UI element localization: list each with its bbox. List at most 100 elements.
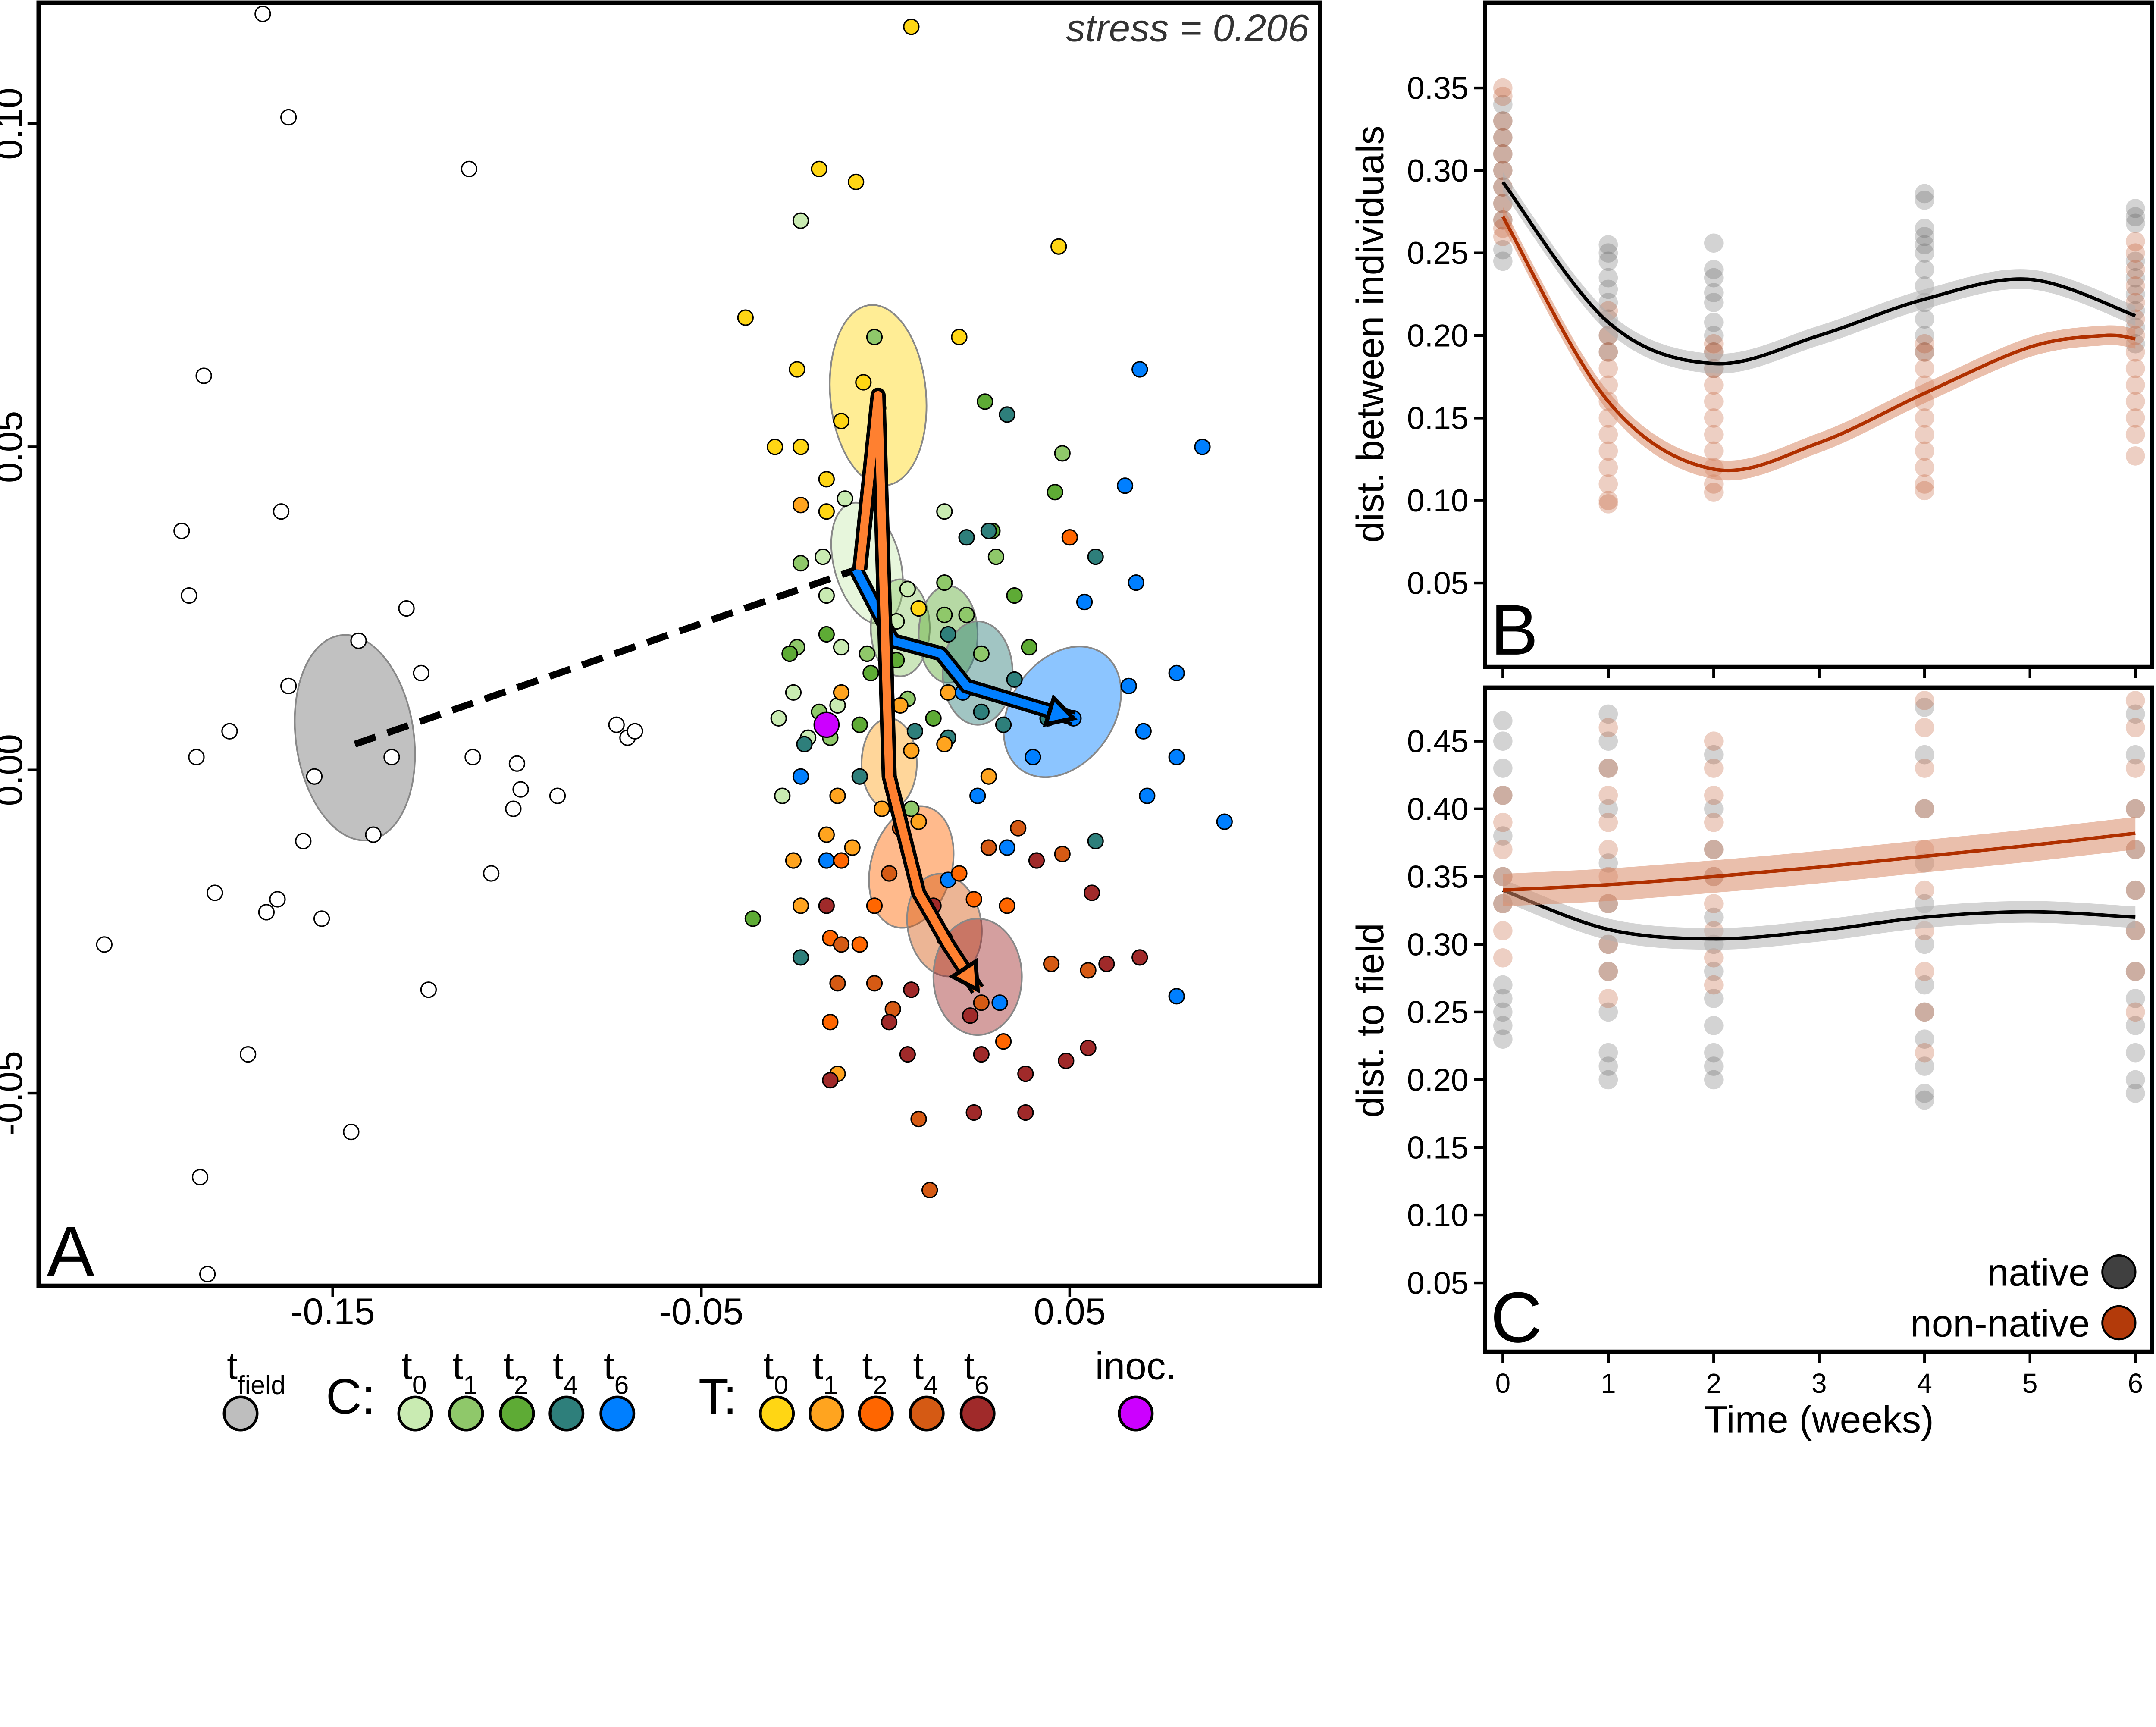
point-native	[1598, 1070, 1618, 1090]
point-non-native	[2125, 759, 2145, 778]
point-C-t2	[862, 664, 879, 682]
x-tick-label: -0.05	[659, 1291, 743, 1332]
arrowhead-control	[1043, 694, 1078, 727]
point-non-native	[1493, 786, 1513, 805]
point-non-native	[2125, 799, 2145, 819]
point-T-t6	[962, 1007, 979, 1024]
y-tick-label: 0.15	[1407, 1130, 1469, 1166]
point-T-t6	[1058, 1052, 1075, 1069]
point-T-t4	[980, 839, 997, 856]
point-non-native	[1704, 759, 1724, 778]
point-native	[1915, 184, 1934, 204]
point-non-native	[2125, 425, 2145, 444]
point-native	[1598, 962, 1618, 981]
point-T-t0	[792, 439, 809, 455]
point-T-t2	[866, 897, 883, 914]
point-C-t1	[936, 574, 953, 591]
legend-label-inoc: inoc.	[1095, 1344, 1177, 1387]
point-field	[508, 755, 526, 772]
point-non-native	[1598, 342, 1618, 362]
point-native	[1704, 313, 1724, 332]
point-C-t4	[792, 949, 809, 966]
point-native	[1704, 1056, 1724, 1076]
point-C-t1	[1054, 445, 1071, 462]
point-non-native	[1915, 691, 1934, 710]
y-tick-label: 0.35	[1407, 859, 1469, 894]
point-field	[365, 826, 382, 843]
panel-b-ylabel: dist. between individuals	[1348, 125, 1391, 543]
point-T-t0	[1050, 238, 1067, 255]
legend-label-sub: 4	[924, 1370, 938, 1399]
point-native	[2125, 268, 2145, 288]
point-native	[1704, 799, 1724, 819]
point-C-t1	[958, 606, 975, 624]
point-C-t4	[1087, 548, 1104, 565]
point-T-t6	[1080, 1040, 1097, 1056]
point-field	[173, 523, 190, 539]
point-T-t0	[848, 173, 865, 191]
point-C-t6	[792, 768, 809, 785]
point-non-native	[1915, 458, 1934, 477]
point-T-t6	[1084, 884, 1100, 901]
legend-label-T-t1: t1	[813, 1344, 838, 1399]
legend-label-sub: 2	[873, 1370, 887, 1399]
point-T-t0	[818, 471, 835, 488]
trajectory-field-to-C	[354, 566, 857, 748]
point-native	[2125, 745, 2145, 765]
point-native	[2125, 704, 2145, 724]
point-non-native	[1704, 812, 1724, 832]
x-tick-label: 0	[1495, 1368, 1510, 1399]
point-T-t6	[1098, 956, 1115, 972]
point-field	[505, 800, 522, 817]
point-field	[306, 768, 323, 785]
point-C-t1	[866, 329, 883, 345]
point-T-t0	[767, 439, 783, 455]
point-non-native	[1704, 441, 1724, 461]
point-C-t2	[925, 710, 942, 727]
point-field	[398, 600, 415, 617]
point-T-t6	[881, 1014, 898, 1031]
point-C-t6	[818, 852, 835, 869]
point-native	[1598, 731, 1618, 751]
y-tick-label: 0.20	[1407, 1062, 1469, 1097]
point-non-native	[2125, 375, 2145, 395]
y-tick-label: 0.05	[0, 411, 30, 483]
point-non-native	[1493, 194, 1513, 213]
y-tick-label: 0.30	[1407, 927, 1469, 962]
legend-swatch-T-t6	[959, 1395, 996, 1432]
point-native	[1915, 1090, 1934, 1110]
point-native	[1915, 1029, 1934, 1049]
point-non-native	[1915, 1002, 1934, 1022]
point-native	[2125, 880, 2145, 900]
point-native	[1704, 326, 1724, 345]
point-native	[1915, 975, 1934, 995]
point-C-t6	[1168, 988, 1185, 1005]
point-C-t0	[833, 639, 850, 656]
point-T-t6	[1131, 949, 1148, 966]
point-T-t1	[785, 852, 802, 869]
point-non-native	[1704, 786, 1724, 805]
legend-swatch-T-t2	[858, 1395, 894, 1432]
point-field	[464, 749, 481, 765]
legend-label-main: t	[862, 1344, 873, 1387]
point-non-native	[1915, 334, 1934, 354]
point-inoc	[813, 711, 840, 738]
legend-label-sub: 6	[975, 1370, 989, 1399]
point-non-native	[1915, 759, 1934, 778]
legend-label-main: t	[553, 1344, 564, 1387]
point-field	[461, 160, 478, 178]
point-non-native	[1493, 161, 1513, 180]
legend-label-T-t4: t4	[913, 1344, 938, 1399]
point-native	[1598, 1002, 1618, 1022]
panel-a-nmds-plot: -0.15 -0.05 0.05 0.10 0.05 0.00 -0.05	[0, 6, 1233, 1332]
panel-b-plot: 0.35 0.30 0.25 0.20 0.15 0.10 0.05	[1407, 71, 2145, 678]
point-native	[1704, 989, 1724, 1008]
point-field	[258, 904, 275, 921]
point-non-native	[1704, 425, 1724, 444]
point-T-t4	[1054, 846, 1071, 862]
point-C-t6	[1168, 664, 1185, 682]
point-T-t1	[940, 684, 956, 701]
point-C-t4	[958, 529, 975, 546]
point-non-native	[1704, 392, 1724, 411]
point-non-native	[1598, 359, 1618, 378]
